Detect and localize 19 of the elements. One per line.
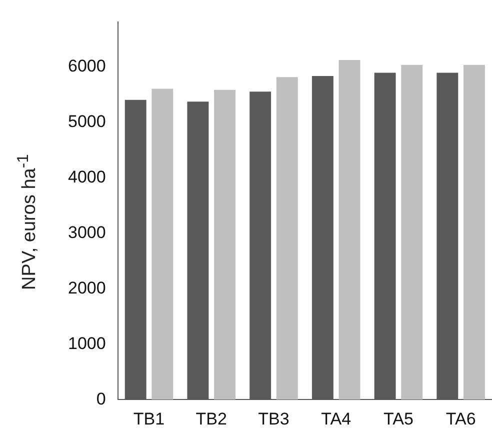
bar [401, 64, 423, 400]
x-tick-label: TB1 [133, 409, 165, 428]
bar [214, 90, 236, 400]
y-tick-label: 2000 [68, 278, 106, 298]
x-tick-label: TA4 [321, 409, 352, 428]
y-tick-label: 5000 [68, 112, 106, 131]
y-tick-label: 6000 [68, 56, 106, 76]
y-tick-label: 3000 [68, 222, 106, 242]
bar [152, 88, 174, 400]
x-tick-label: TA6 [446, 409, 476, 428]
bar [276, 77, 298, 400]
x-tick-label: TB3 [258, 409, 290, 428]
y-tick-label: 0 [96, 389, 106, 408]
x-tick-label: TA5 [383, 409, 414, 428]
bar [338, 60, 360, 400]
y-tick-label: 4000 [68, 167, 106, 186]
bar [464, 64, 485, 400]
x-tick-label: TB2 [196, 409, 227, 428]
y-tick-label: 1000 [68, 334, 106, 353]
